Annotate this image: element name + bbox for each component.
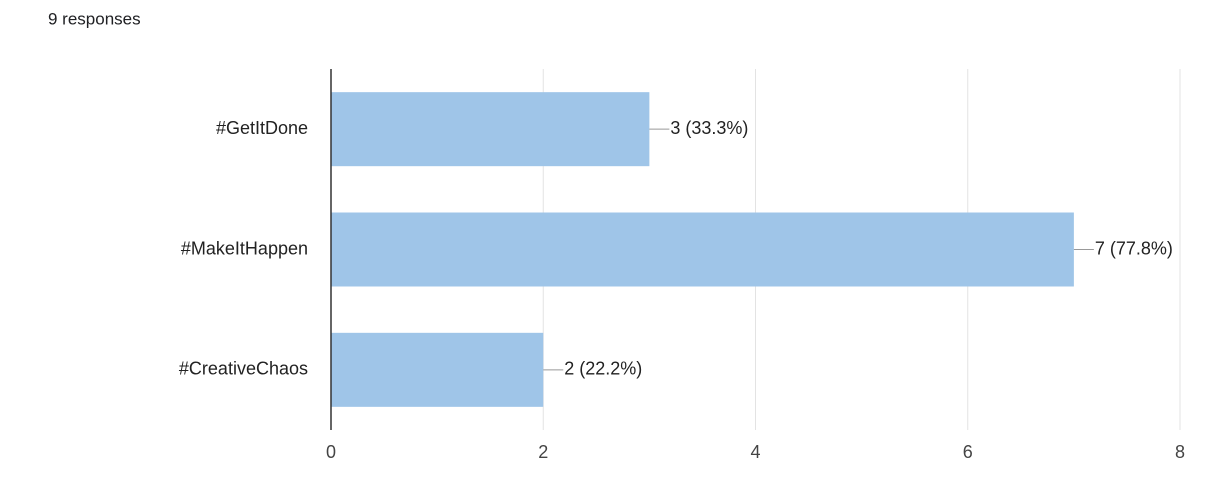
bar (331, 212, 1074, 287)
x-tick-label: 6 (963, 442, 973, 462)
y-tick-label: #GetItDone (216, 118, 308, 138)
value-label: 3 (33.3%) (670, 118, 748, 138)
bar (331, 92, 650, 167)
response-count: 9 responses (48, 9, 141, 28)
x-tick-label: 8 (1175, 442, 1185, 462)
x-tick-label: 4 (750, 442, 760, 462)
x-tick-label: 2 (538, 442, 548, 462)
y-tick-label: #MakeItHappen (181, 238, 308, 258)
bar (331, 332, 544, 407)
x-tick-label: 0 (326, 442, 336, 462)
value-label: 7 (77.8%) (1095, 238, 1173, 258)
value-label: 2 (22.2%) (564, 359, 642, 379)
y-tick-label: #CreativeChaos (179, 359, 308, 379)
